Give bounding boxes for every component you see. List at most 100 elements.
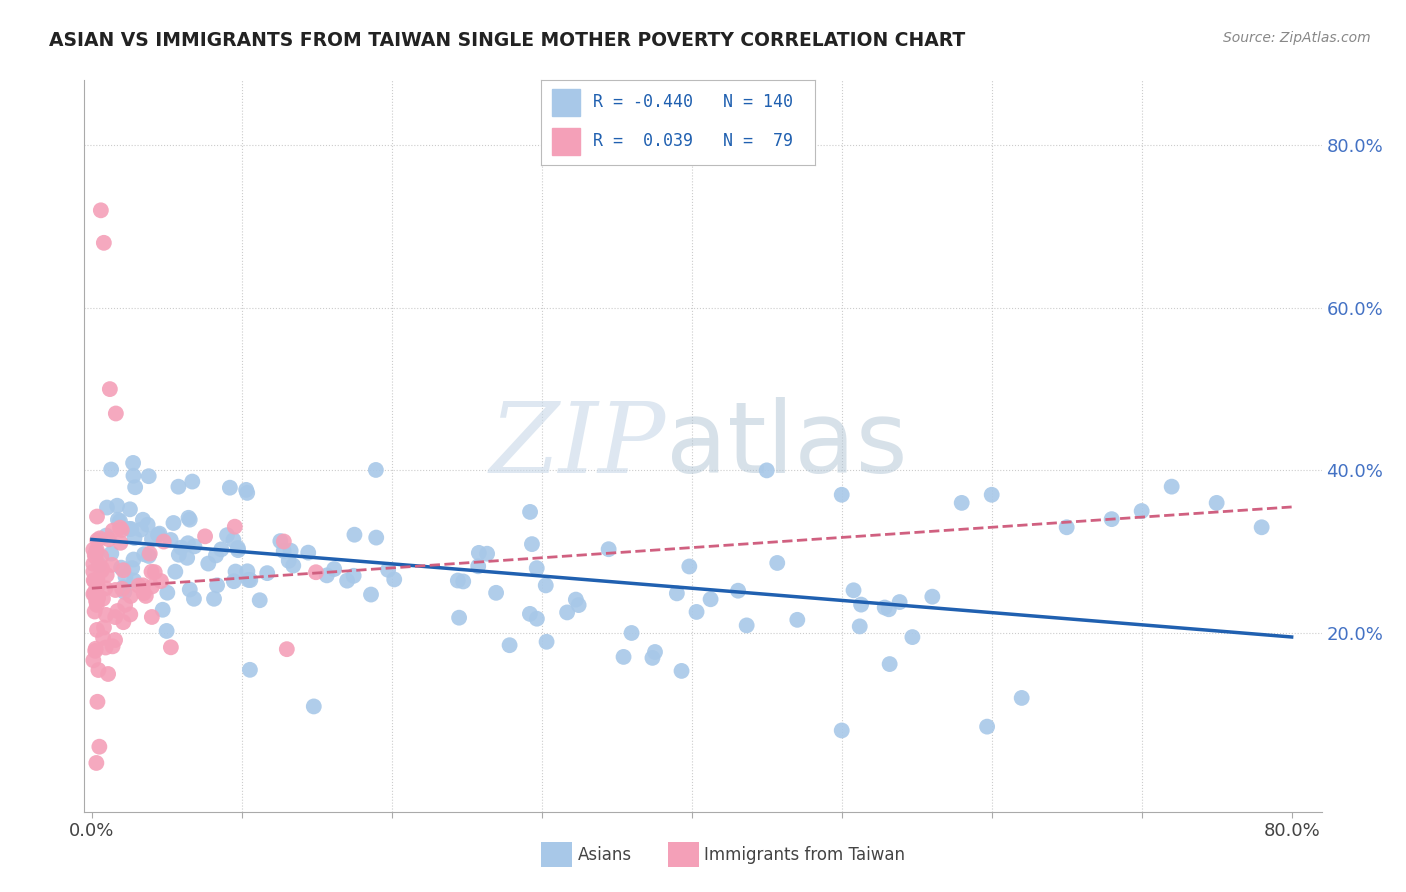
Point — [105, 499, 128, 513]
Text: atlas: atlas — [666, 398, 907, 494]
Point — [980, 488, 1002, 502]
Point — [451, 574, 474, 589]
Point — [343, 569, 366, 583]
Text: ZIP: ZIP — [489, 399, 666, 493]
Point — [87, 663, 110, 677]
Point — [735, 618, 758, 632]
Point — [226, 543, 249, 558]
Point — [122, 468, 145, 483]
Point — [239, 573, 262, 587]
Text: R = -0.440   N = 140: R = -0.440 N = 140 — [593, 94, 793, 112]
Point — [112, 585, 135, 599]
Point — [176, 550, 198, 565]
Point — [104, 407, 127, 421]
Point — [101, 524, 124, 538]
Point — [526, 612, 548, 626]
Point — [156, 624, 179, 638]
Point — [86, 572, 108, 586]
Point — [86, 756, 108, 770]
Point — [141, 565, 163, 579]
Point — [305, 566, 328, 580]
Point — [89, 739, 111, 754]
Point — [135, 589, 157, 603]
Point — [235, 483, 257, 497]
Point — [86, 509, 108, 524]
Point — [526, 561, 548, 575]
Point — [107, 513, 129, 527]
Point — [120, 607, 142, 622]
Point — [976, 720, 998, 734]
Point — [620, 626, 643, 640]
Point — [612, 649, 634, 664]
Point — [205, 578, 228, 592]
Point — [97, 533, 120, 547]
Point — [831, 723, 853, 738]
Point — [167, 548, 190, 562]
Point — [122, 552, 145, 566]
Point — [129, 523, 152, 537]
Point — [336, 574, 359, 588]
Bar — [553, 89, 579, 116]
Point — [224, 519, 246, 533]
Point — [90, 203, 112, 218]
Point — [83, 587, 105, 601]
Point — [100, 547, 122, 561]
Point — [143, 565, 166, 579]
Point — [901, 630, 924, 644]
Point — [1205, 496, 1227, 510]
Point — [568, 598, 591, 612]
Point — [1056, 520, 1078, 534]
Point — [100, 462, 122, 476]
Point — [377, 563, 399, 577]
Text: R =  0.039   N =  79: R = 0.039 N = 79 — [593, 132, 793, 150]
Point — [132, 578, 155, 592]
Point — [1160, 480, 1182, 494]
Point — [364, 463, 387, 477]
Point — [110, 536, 132, 550]
Point — [209, 542, 232, 557]
Point — [141, 580, 163, 594]
Point — [519, 505, 541, 519]
Point — [678, 559, 700, 574]
Point — [225, 565, 247, 579]
Point — [468, 546, 491, 560]
Point — [82, 653, 104, 667]
Point — [98, 382, 121, 396]
Point — [302, 699, 325, 714]
Point — [107, 604, 129, 618]
Point — [323, 562, 346, 576]
Point — [104, 633, 127, 648]
Point — [498, 638, 520, 652]
Point — [114, 570, 136, 584]
Point — [665, 586, 688, 600]
Point — [280, 543, 302, 558]
Text: Source: ZipAtlas.com: Source: ZipAtlas.com — [1223, 31, 1371, 45]
Point — [766, 556, 789, 570]
Point — [87, 579, 110, 593]
Point — [148, 526, 170, 541]
Point — [122, 456, 145, 470]
Point — [84, 584, 107, 599]
Point — [215, 528, 238, 542]
Point — [183, 591, 205, 606]
Point — [315, 568, 337, 582]
Point — [111, 582, 134, 596]
Point — [786, 613, 808, 627]
Point — [86, 533, 108, 548]
Point — [222, 574, 245, 589]
Point — [343, 527, 366, 541]
Point — [1130, 504, 1153, 518]
Point — [699, 592, 721, 607]
Point — [94, 582, 117, 596]
Point — [132, 547, 155, 561]
Point — [236, 486, 259, 500]
Point — [97, 667, 120, 681]
Point — [96, 528, 118, 542]
Point — [177, 510, 200, 524]
Point — [273, 544, 295, 558]
Point — [165, 565, 187, 579]
Point — [755, 463, 778, 477]
Point — [842, 583, 865, 598]
Point — [112, 615, 135, 630]
Point — [110, 560, 132, 574]
